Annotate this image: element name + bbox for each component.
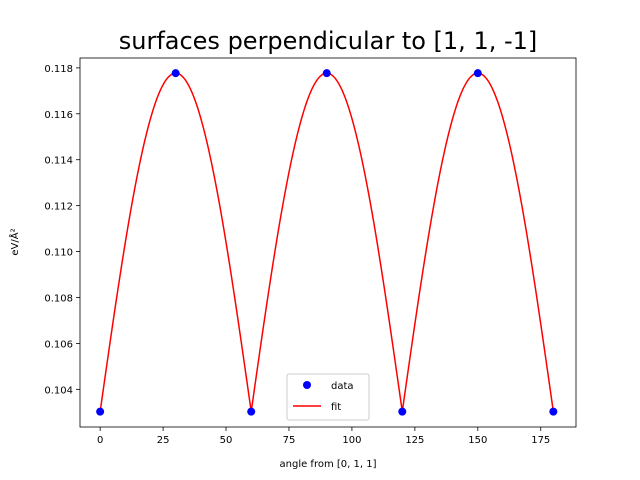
- legend-frame: [286, 373, 370, 421]
- x-tick-label: 25: [157, 435, 170, 446]
- x-tick-label: 125: [405, 435, 424, 446]
- legend-data-marker: [303, 381, 311, 389]
- x-tick-label: 100: [342, 435, 361, 446]
- legend-data-label: data: [331, 381, 354, 392]
- data-point: [473, 69, 482, 78]
- x-tick-label: 0: [97, 435, 103, 446]
- data-point: [96, 407, 105, 416]
- y-tick-label: 0.116: [44, 110, 73, 121]
- x-tick-label: 75: [283, 435, 296, 446]
- data-point: [322, 69, 331, 78]
- y-tick-label: 0.108: [44, 293, 73, 304]
- data-point: [398, 407, 407, 416]
- y-axis-label: eV/Å²: [8, 228, 21, 255]
- y-tick-label: 0.106: [44, 339, 73, 350]
- y-tick-label: 0.114: [44, 156, 73, 167]
- x-tick-label: 175: [531, 435, 550, 446]
- legend: data fit: [286, 373, 370, 421]
- x-tick-label: 150: [468, 435, 487, 446]
- x-axis-label: angle from [0, 1, 1]: [280, 459, 377, 470]
- y-tick-label: 0.104: [44, 385, 73, 396]
- fit-line: [99, 72, 555, 412]
- axes-frame: [79, 57, 577, 428]
- y-tick-label: 0.118: [44, 64, 73, 75]
- data-point: [171, 69, 180, 78]
- data-point: [549, 407, 558, 416]
- y-tick-label: 0.110: [44, 248, 73, 259]
- x-tick-label: 50: [220, 435, 233, 446]
- chart-title: surfaces perpendicular to [1, 1, -1]: [119, 27, 538, 55]
- y-tick-label: 0.112: [44, 202, 73, 213]
- plot-area: 0 25 50 75 100 125 150 175 0.104 0.106 0.108 0.110 0…: [44, 57, 577, 446]
- data-point: [247, 407, 256, 416]
- legend-fit-label: fit: [331, 402, 341, 413]
